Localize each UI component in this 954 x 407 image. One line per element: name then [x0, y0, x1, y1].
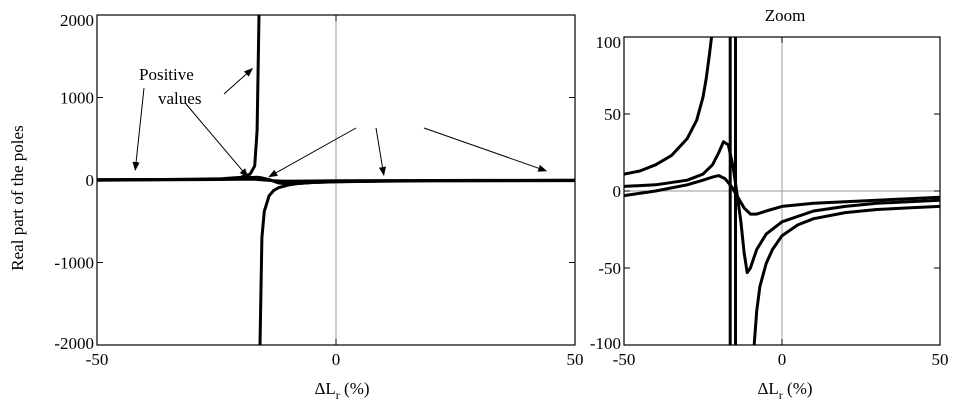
zoom-y-tick-label: 0	[613, 182, 622, 201]
main-x-axis-label: ΔLr (%)	[314, 379, 369, 402]
main-series-2-line	[258, 178, 575, 345]
main-y-tick-label: 2000	[60, 11, 94, 30]
annotation-arrow	[423, 127, 548, 172]
main-y-tick-label: 0	[86, 171, 95, 190]
zoom-x-tick-label: -50	[613, 350, 636, 369]
main-x-tick-label: 50	[567, 350, 584, 369]
zoom-y-tick-label: 100	[596, 33, 622, 52]
main-series-4-line	[97, 177, 575, 183]
main-y-axis-label: Real part of the poles	[8, 125, 27, 270]
annotation-arrow	[223, 68, 254, 95]
annotation-arrow	[268, 127, 357, 178]
zoom-title: Zoom	[765, 6, 806, 25]
annotation-arrow	[132, 87, 145, 171]
zoom-y-tick-label: -100	[590, 334, 621, 353]
main-annotations: Positive values	[132, 65, 548, 178]
annotation-arrow	[375, 127, 387, 176]
zoom-x-axis-label: ΔLr (%)	[757, 379, 812, 402]
zoom-series-6-line	[624, 174, 940, 216]
zoom-x-tick-label: 50	[932, 350, 949, 369]
annotation-positive-line2: values	[158, 89, 201, 108]
zoom-y-tick-label: 50	[604, 105, 621, 124]
annotation-positive-line1: Positive	[139, 65, 194, 84]
main-plot-area: -2000 -1000 0 1000 2000 -50 0 50	[54, 11, 583, 369]
annotation-arrow	[185, 103, 249, 178]
zoom-y-tick-label: -50	[598, 259, 621, 278]
main-x-tick-label: -50	[86, 350, 109, 369]
zoom-series-5-line	[624, 140, 940, 275]
main-y-tick-label: 1000	[60, 89, 94, 108]
zoom-x-tick-label: 0	[778, 350, 787, 369]
main-chart: Real part of the poles -2000 -1000 0 1000 20…	[8, 11, 584, 402]
main-y-tick-label: -2000	[54, 334, 94, 353]
zoom-series-1-line	[624, 37, 714, 176]
main-x-tick-label: 0	[332, 350, 341, 369]
main-y-tick-label: -1000	[54, 254, 94, 273]
zoom-series-4-line	[752, 204, 940, 345]
